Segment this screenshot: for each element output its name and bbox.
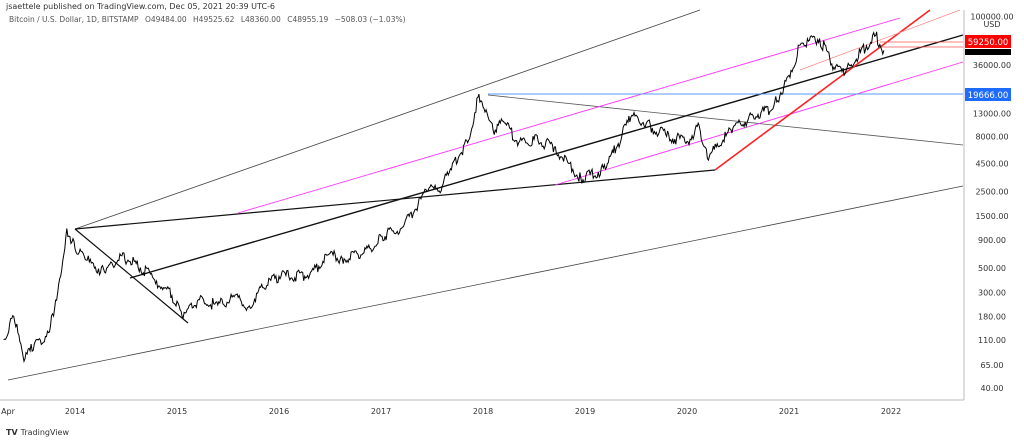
price-label-bg xyxy=(965,88,1011,101)
red-line xyxy=(799,9,961,71)
x-tick-label: 2022 xyxy=(881,407,901,416)
publish-info: jsaettele published on TradingView.com, … xyxy=(6,2,275,11)
channel-upper-line xyxy=(74,9,701,230)
x-tick-label: Apr xyxy=(1,407,16,416)
price-series xyxy=(3,31,885,364)
brand-name: TradingView xyxy=(20,428,69,437)
price-label-bg xyxy=(965,35,1011,48)
ohlc-low: L48360.00 xyxy=(240,15,281,24)
y-tick-label: 1500.00 xyxy=(975,212,1008,221)
y-tick-label: 2500.00 xyxy=(975,188,1008,197)
x-tick-label: 2019 xyxy=(575,407,595,416)
y-tick-label: 110.00 xyxy=(978,336,1006,345)
x-tick-label: 2018 xyxy=(473,407,493,416)
tradingview-logo[interactable]: TV TradingView xyxy=(6,428,69,437)
x-tick-label: 2017 xyxy=(371,407,391,416)
trendline xyxy=(74,169,716,230)
channel-lower-line xyxy=(7,185,964,381)
ohlc-high: H49525.62 xyxy=(193,15,235,24)
y-tick-label: 4500.00 xyxy=(975,160,1008,169)
symbol-legend: Bitcoin / U.S. Dollar, 1D, BITSTAMP O494… xyxy=(9,15,410,24)
ohlc-change: −508.03 (−1.03%) xyxy=(334,15,406,24)
y-tick-label: 180.00 xyxy=(978,313,1006,322)
trendline xyxy=(129,34,964,279)
y-tick-label: 36000.00 xyxy=(973,61,1011,70)
y-tick-label: 13000.00 xyxy=(973,109,1011,118)
y-tick-label: 500.00 xyxy=(978,264,1006,273)
y-tick-label: 65.00 xyxy=(981,361,1004,370)
price-label-bg xyxy=(965,49,1011,55)
y-tick-label: 8000.00 xyxy=(975,132,1008,141)
ohlc-open: O49484.00 xyxy=(144,15,187,24)
price-axis[interactable]: 100000.00 36000.00 13000.00 8000.00 4500.00 2… xyxy=(970,13,1013,393)
y-tick-label: 900.00 xyxy=(978,236,1006,245)
time-axis[interactable]: Apr 2014 2015 2016 2017 2018 2019 2020 2021 2022 xyxy=(1,407,901,416)
trendline xyxy=(74,228,189,324)
x-tick-label: 2016 xyxy=(269,407,289,416)
descending-line xyxy=(487,94,964,146)
ohlc-close: C48955.19 xyxy=(287,15,329,24)
drawings xyxy=(7,9,964,381)
price-label-59250: 59250.00 xyxy=(968,38,1009,48)
y-tick-label: 300.00 xyxy=(978,288,1006,297)
red-trendline xyxy=(714,9,931,171)
magenta-line xyxy=(237,17,901,214)
x-tick-label: 2021 xyxy=(779,407,799,416)
symbol-name: Bitcoin / U.S. Dollar, 1D, BITSTAMP xyxy=(9,15,139,24)
y-tick-label: 100000.00 xyxy=(970,13,1013,22)
currency-label: USD xyxy=(983,20,1000,29)
price-label-19666: 19666.00 xyxy=(968,91,1009,101)
x-tick-label: 2020 xyxy=(677,407,697,416)
x-tick-label: 2014 xyxy=(65,407,85,416)
y-tick-label: 40.00 xyxy=(981,384,1004,393)
magenta-line xyxy=(554,61,964,186)
x-tick-label: 2015 xyxy=(167,407,187,416)
